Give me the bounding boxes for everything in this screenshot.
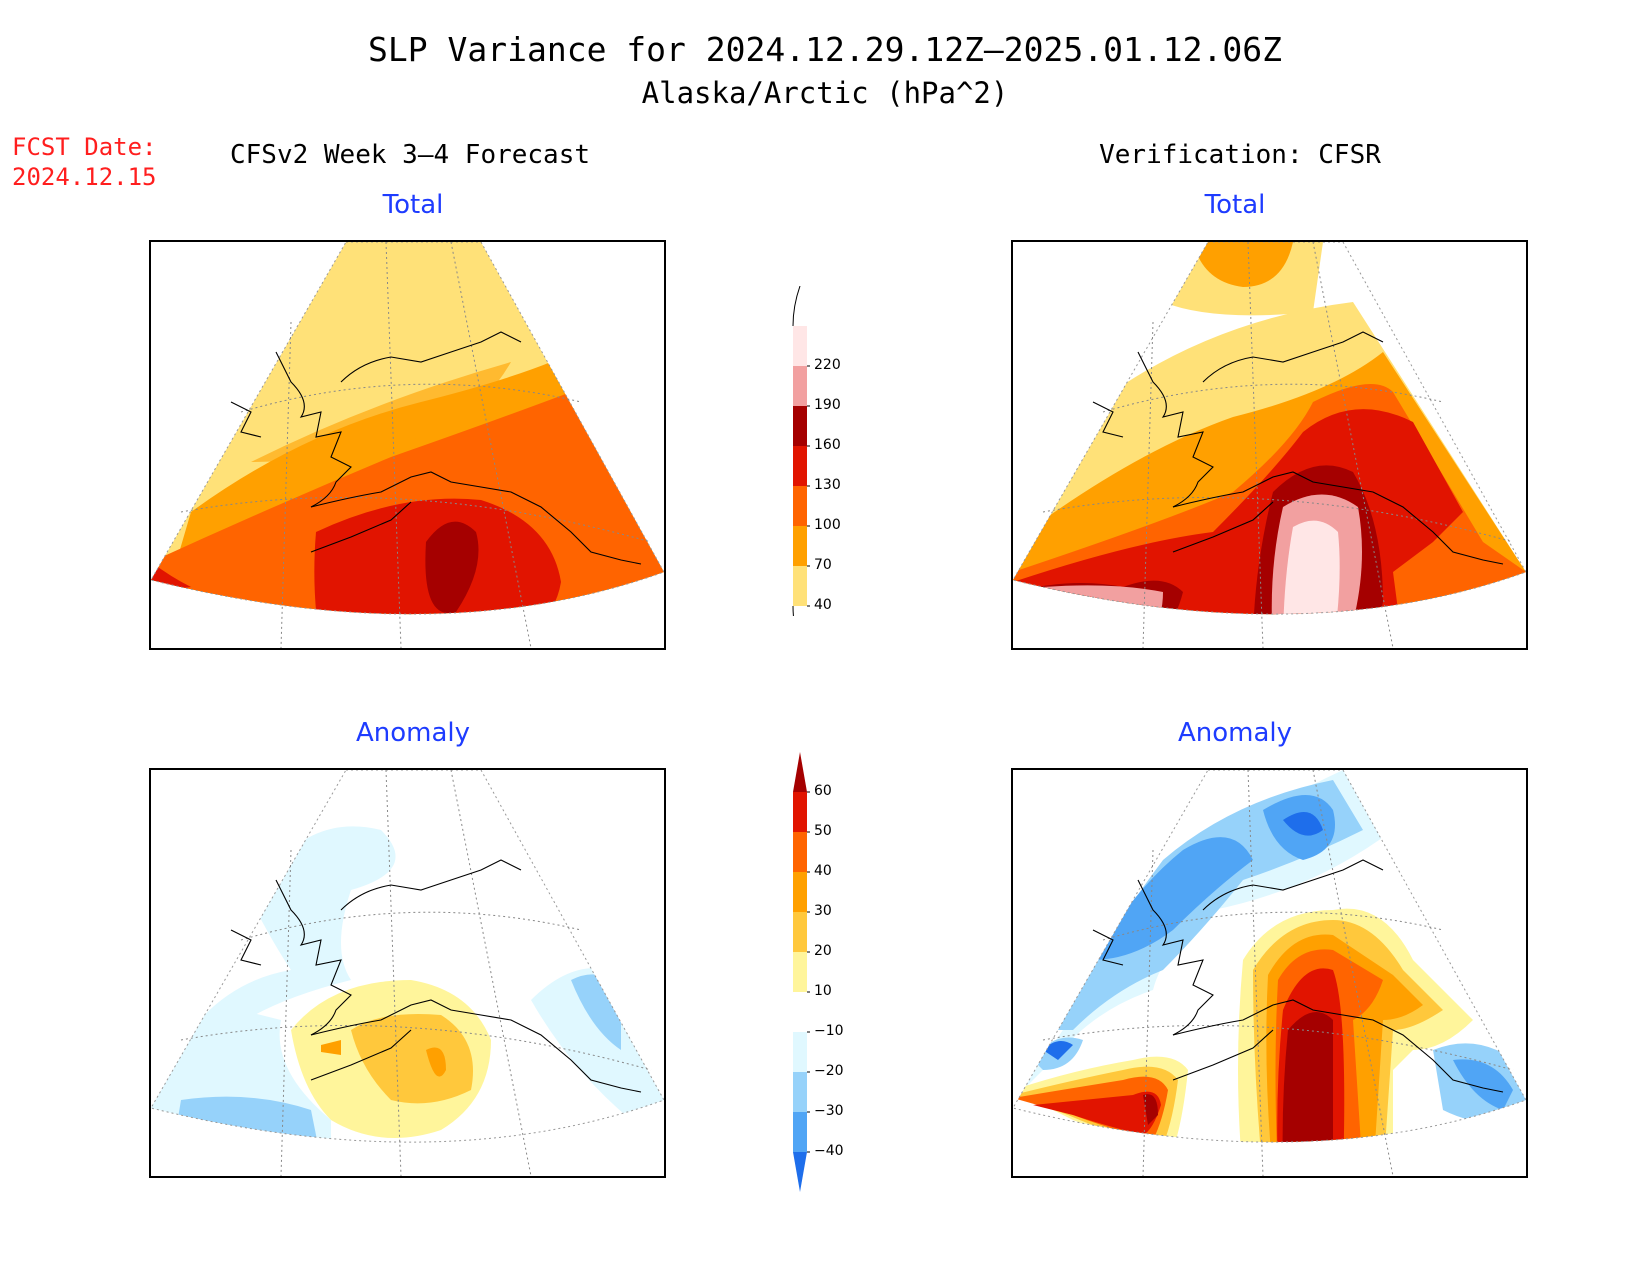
page-subtitle: Alaska/Arctic (hPa^2) (641, 76, 1009, 110)
colorbar-total-tick-label: 160 (814, 437, 841, 453)
verification-total-map (1011, 240, 1528, 650)
colorbar-anomaly: 60 50 40 30 20 10 −10 −20 −30 −40 (790, 752, 870, 1202)
colorbar-anomaly-tick-label: −40 (814, 1143, 844, 1159)
colorbar-anomaly-tick-label: 60 (814, 783, 832, 799)
colorbar-total-tick-label: 40 (814, 597, 832, 613)
colorbar-anomaly-swatch (793, 1072, 807, 1112)
page-title: SLP Variance for 2024.12.29.12Z–2025.01.… (368, 30, 1282, 69)
forecast-anomaly-title: Anomaly (355, 718, 471, 748)
colorbar-anomaly-swatch (793, 1032, 807, 1072)
colorbar-total-tick-label: 70 (814, 557, 832, 573)
colorbar-anomaly-swatch (793, 1152, 807, 1192)
colorbar-anomaly-swatch (793, 992, 807, 1032)
colorbar-total-bottom-cap (792, 605, 794, 616)
colorbar-anomaly-tick-label: 10 (814, 983, 832, 999)
colorbar-anomaly-tick-label: 50 (814, 823, 832, 839)
colorbar-total-tick-label: 220 (814, 357, 841, 373)
colorbar-total-swatch (793, 526, 807, 566)
colorbar-anomaly-tick-label: −20 (814, 1063, 844, 1079)
colorbar-anomaly-tick-label: 40 (814, 863, 832, 879)
colorbar-total-swatch (793, 326, 807, 366)
colorbar-anomaly-swatches (793, 752, 810, 1192)
colorbar-total-tick-label: 130 (814, 477, 841, 493)
colorbar-anomaly-tick-label: −10 (814, 1023, 844, 1039)
forecast-total-map (149, 240, 666, 650)
colorbar-anomaly-swatch (793, 792, 807, 832)
fcst-date-value: 2024.12.15 (12, 163, 157, 191)
colorbar-total-tick-label: 100 (814, 517, 841, 533)
colorbar-anomaly-swatch (793, 1112, 807, 1152)
forecast-anomaly-map (149, 768, 666, 1178)
colorbar-anomaly-swatch (793, 912, 807, 952)
colorbar-anomaly-swatch (793, 872, 807, 912)
colorbar-total-swatch (793, 446, 807, 486)
verification-heading: Verification: CFSR (1099, 140, 1381, 170)
colorbar-total-swatch (793, 366, 807, 406)
fcst-date-label: FCST Date: (12, 133, 157, 161)
colorbar-total: 220 190 160 130 100 70 40 (790, 286, 870, 616)
colorbar-anomaly-tick-label: 20 (814, 943, 832, 959)
colorbar-total-swatches (792, 286, 810, 616)
colorbar-anomaly-tick-label: −30 (814, 1103, 844, 1119)
colorbar-anomaly-swatch (793, 832, 807, 872)
verification-anomaly-title: Anomaly (1177, 718, 1293, 748)
colorbar-total-tick-label: 190 (814, 397, 841, 413)
colorbar-anomaly-swatch (793, 952, 807, 992)
forecast-total-title: Total (382, 190, 444, 220)
colorbar-total-top-cap (792, 286, 801, 327)
colorbar-total-swatch (793, 566, 807, 606)
colorbar-total-swatch (793, 406, 807, 446)
verification-anomaly-map (1011, 768, 1528, 1178)
forecast-heading: CFSv2 Week 3–4 Forecast (229, 140, 591, 170)
colorbar-total-swatch (793, 486, 807, 526)
verification-total-title: Total (1204, 190, 1266, 220)
colorbar-anomaly-swatch (793, 752, 807, 792)
colorbar-anomaly-tick-label: 30 (814, 903, 832, 919)
